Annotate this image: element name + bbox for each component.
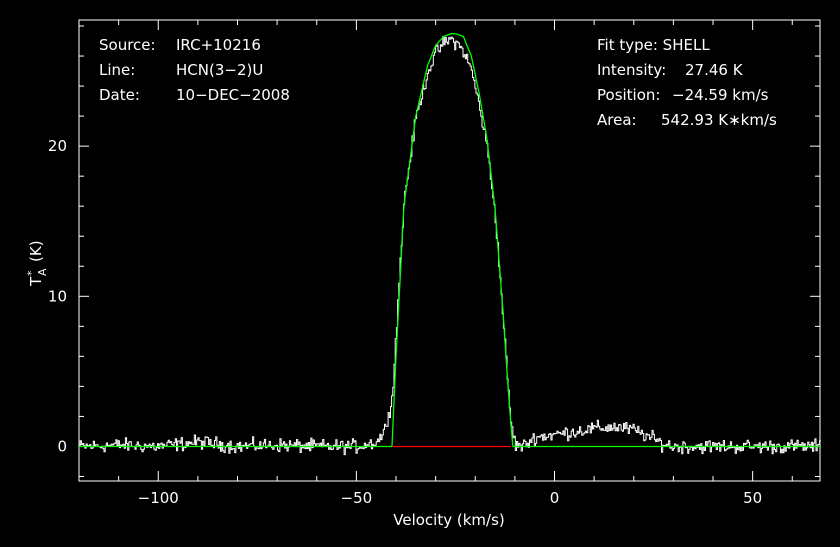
x-tick-label: 50 xyxy=(743,489,762,507)
x-tick-label: −50 xyxy=(341,489,373,507)
y-tick-label: 10 xyxy=(48,287,67,305)
position-value: −24.59 km/s xyxy=(672,86,769,104)
fit-line xyxy=(79,32,820,448)
source-value: IRC+10216 xyxy=(176,36,261,54)
y-axis-label-main: T xyxy=(27,276,45,287)
x-tick-label: 0 xyxy=(550,489,560,507)
source-label: Source: xyxy=(99,36,156,54)
x-tick-label: −100 xyxy=(138,489,179,507)
area-value: 542.93 K∗km/s xyxy=(661,111,777,129)
axis-tick-labels: −100 −50 0 50 0 10 20 xyxy=(48,137,762,507)
y-axis-label-sub: A xyxy=(36,268,49,276)
date-label: Date: xyxy=(99,86,140,104)
area-label: Area: xyxy=(597,111,637,129)
line-value: HCN(3−2)U xyxy=(176,61,263,79)
plot-frame xyxy=(78,19,821,482)
intensity-value: 27.46 K xyxy=(685,61,744,79)
position-label: Position: xyxy=(597,86,660,104)
fit-type: Fit type: SHELL xyxy=(597,36,710,54)
y-axis-label: T * A (K) xyxy=(25,240,49,287)
y-axis-label-unit: (K) xyxy=(27,240,45,262)
x-axis-label: Velocity (km/s) xyxy=(393,511,504,529)
date-value: 10−DEC−2008 xyxy=(176,86,290,104)
axis-ticks xyxy=(78,20,820,481)
y-tick-label: 20 xyxy=(48,137,67,155)
line-label: Line: xyxy=(99,61,135,79)
y-axis-label-sup: * xyxy=(25,270,38,276)
y-tick-label: 0 xyxy=(57,437,67,455)
series-layer xyxy=(79,32,821,456)
intensity-label: Intensity: xyxy=(597,61,666,79)
